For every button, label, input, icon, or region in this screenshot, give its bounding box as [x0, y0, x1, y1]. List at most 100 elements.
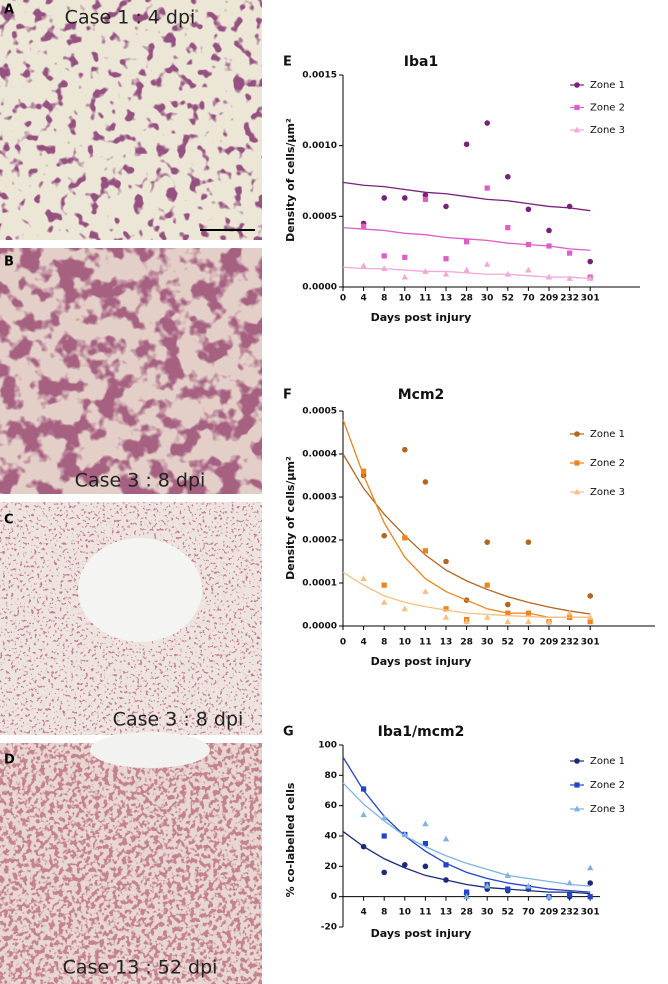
fit-curve	[342, 782, 591, 887]
data-point	[442, 270, 450, 277]
data-point	[381, 265, 388, 272]
data-point	[484, 882, 491, 889]
data-point	[443, 203, 449, 210]
data-point	[381, 869, 388, 876]
data-point	[442, 614, 450, 620]
data-point	[525, 618, 532, 625]
panel-letter: B	[4, 255, 14, 270]
data-point	[402, 535, 408, 541]
data-point	[360, 575, 367, 582]
data-point	[545, 618, 553, 625]
x-tick-label: 8	[381, 638, 387, 648]
data-point	[587, 864, 594, 871]
x-tick-label: 4	[360, 908, 366, 918]
data-point	[505, 173, 511, 180]
data-point	[587, 619, 593, 625]
data-point	[361, 223, 367, 229]
fit-curve	[342, 419, 591, 619]
chart-title: Iba1	[404, 54, 438, 70]
data-point	[422, 192, 429, 198]
x-tick-label: 8	[381, 294, 387, 304]
data-point	[484, 614, 491, 620]
legend-label: Zone 1	[590, 756, 625, 767]
data-point	[484, 120, 491, 126]
data-point	[525, 539, 532, 545]
x-axis-label: Days post injury	[371, 655, 472, 668]
data-point	[442, 835, 450, 842]
y-axis-label: % co-labelled cells	[284, 782, 297, 897]
data-point	[443, 862, 449, 868]
legend-label: Zone 2	[590, 780, 625, 791]
data-point	[381, 253, 387, 259]
data-point	[401, 605, 408, 612]
y-tick-label: 0.0001	[302, 579, 337, 589]
data-point	[422, 840, 428, 847]
y-tick-label: 40	[324, 832, 337, 842]
y-tick-label: 0.0000	[302, 283, 337, 293]
x-tick-label: 13	[440, 294, 453, 304]
data-point	[381, 598, 388, 605]
micrograph-texture	[0, 248, 262, 494]
y-tick-label: 100	[318, 741, 337, 751]
data-point	[484, 539, 491, 545]
fit-curve	[342, 453, 591, 615]
data-point	[422, 548, 428, 554]
panel-caption: Case 3 : 8 dpi	[113, 709, 244, 731]
x-tick-label: 11	[419, 638, 432, 648]
x-tick-label: 52	[502, 638, 515, 648]
data-point	[525, 266, 532, 273]
x-tick-label: 28	[460, 638, 473, 648]
x-tick-label: 70	[522, 294, 535, 304]
x-tick-label: 232	[560, 638, 579, 648]
data-point	[566, 609, 573, 616]
data-point	[546, 243, 552, 249]
legend-marker	[574, 431, 580, 437]
data-point	[422, 196, 428, 202]
data-point	[443, 877, 449, 883]
y-tick-label: 0.0000	[302, 622, 337, 632]
x-tick-label: 13	[440, 908, 453, 918]
data-point	[587, 894, 593, 900]
data-point	[361, 468, 367, 474]
x-tick-label: 11	[419, 294, 432, 304]
x-tick-label: 30	[481, 638, 494, 648]
x-tick-label: 10	[399, 294, 412, 304]
legend-marker	[574, 104, 580, 111]
lesion-cavity	[78, 538, 202, 642]
x-tick-label: 4	[360, 638, 366, 648]
fit-curve	[342, 226, 591, 251]
data-point	[525, 610, 531, 616]
data-point	[504, 618, 511, 625]
data-point	[360, 262, 367, 269]
panel-letter: F	[283, 388, 292, 403]
x-axis-label: Days post injury	[371, 927, 472, 940]
legend-label: Zone 1	[590, 80, 625, 91]
data-point	[525, 206, 532, 213]
x-tick-label: 0	[340, 638, 346, 648]
legend-label: Zone 1	[590, 429, 625, 440]
data-point	[545, 273, 553, 280]
panel-caption: Case 13 : 52 dpi	[63, 957, 218, 979]
x-tick-label: 301	[581, 908, 600, 918]
data-point	[567, 250, 573, 256]
y-tick-label: 20	[324, 862, 337, 872]
data-point	[381, 833, 387, 839]
panel-caption: Case 3 : 8 dpi	[75, 470, 206, 492]
data-point	[505, 610, 511, 616]
legend-marker	[574, 460, 580, 466]
data-point	[463, 141, 470, 148]
data-point	[505, 601, 511, 608]
panel-caption: Case 1 : 4 dpi	[65, 7, 196, 29]
x-tick-label: 70	[522, 908, 535, 918]
legend-marker	[574, 758, 580, 764]
x-tick-label: 301	[581, 638, 600, 648]
data-point	[443, 256, 449, 262]
data-point	[484, 185, 490, 191]
panel-letter: E	[283, 55, 292, 70]
data-point	[463, 618, 470, 625]
chart-title: Mcm2	[398, 387, 445, 403]
data-point	[401, 273, 408, 280]
x-tick-label: 28	[460, 294, 473, 304]
